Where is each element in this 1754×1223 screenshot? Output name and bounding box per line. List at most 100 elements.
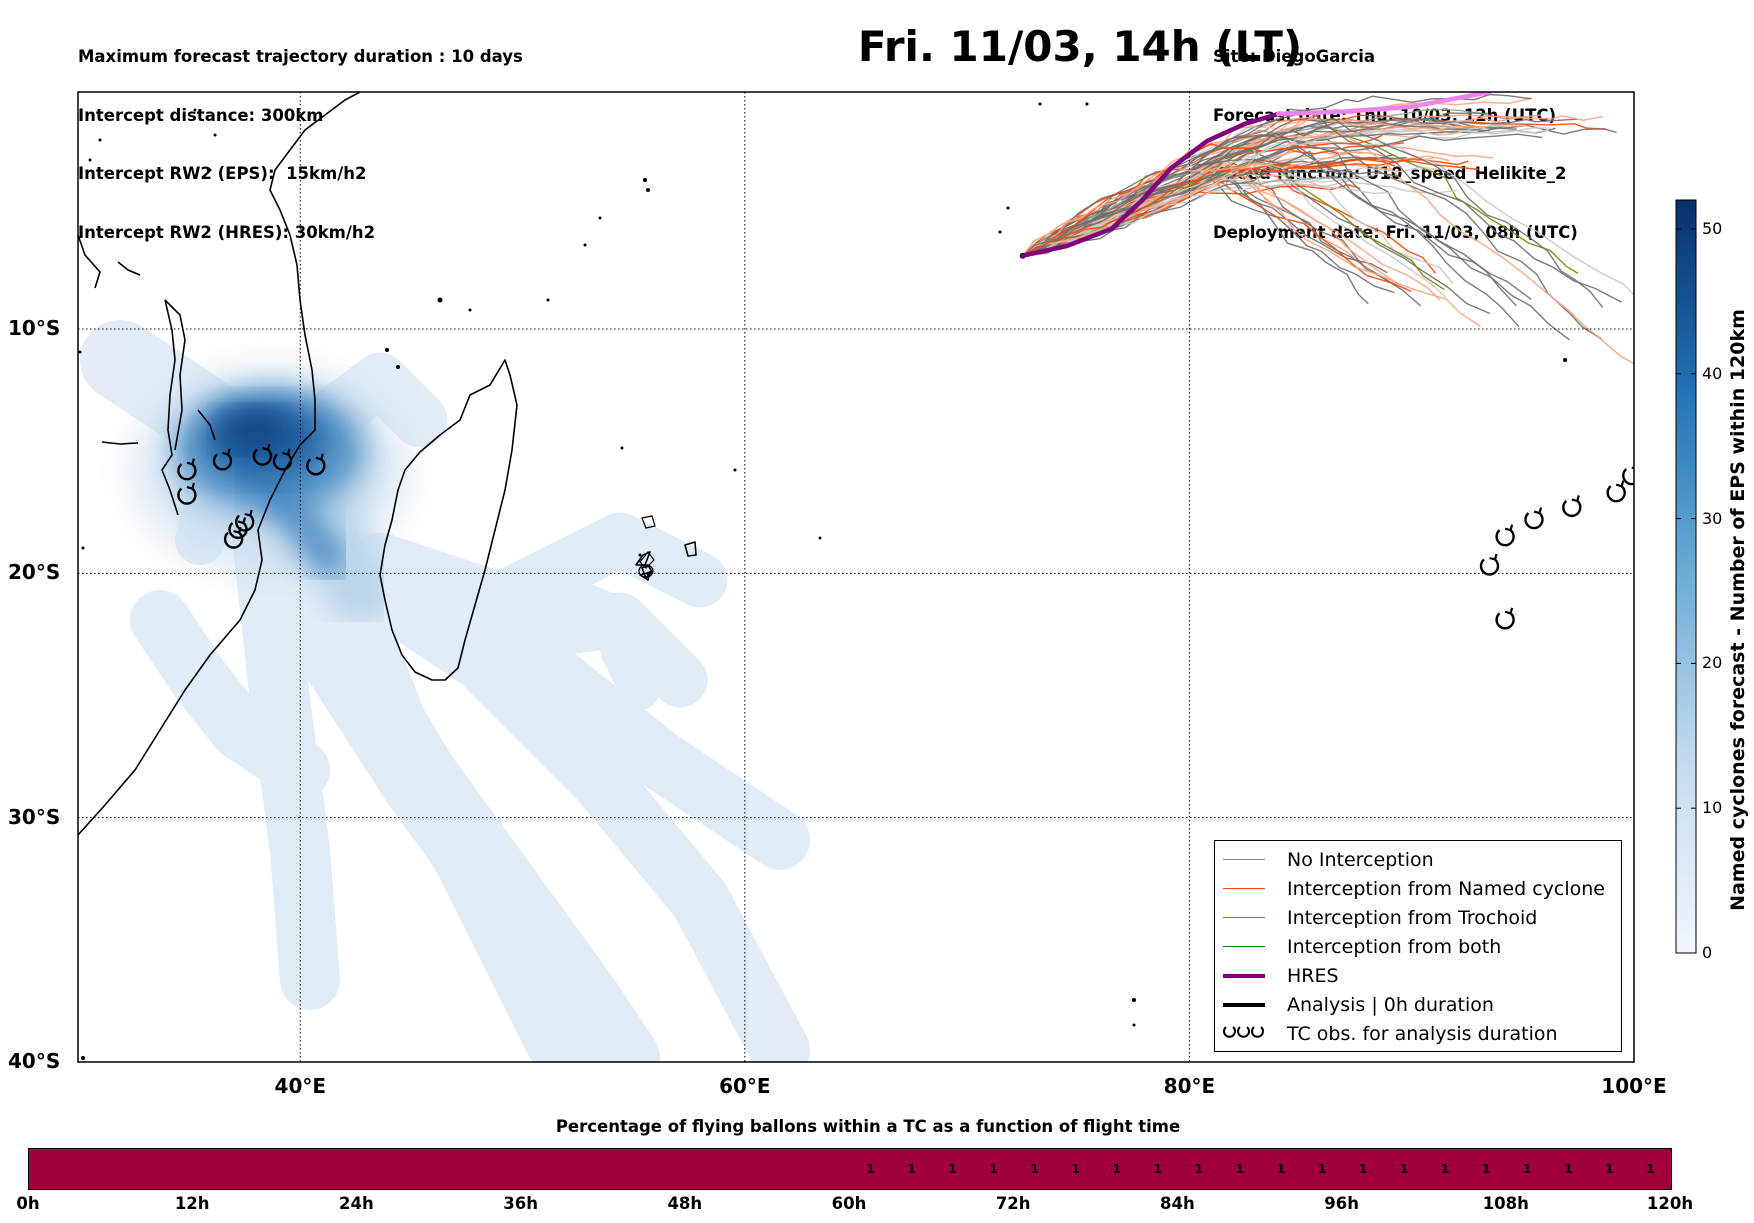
lat-tick-label: 20°S	[8, 560, 61, 585]
tc-observation-symbol	[1622, 466, 1634, 486]
colorbar-tick-label: 10	[1702, 798, 1723, 818]
colorbar-tick-label: 20	[1702, 653, 1723, 673]
percentage-cell: 1	[1317, 1162, 1327, 1176]
tc-observation-symbol	[1479, 553, 1500, 576]
flight-time-tick: 60h	[831, 1194, 867, 1213]
tc-observation-symbol	[1495, 607, 1515, 630]
legend-swatch	[1223, 973, 1265, 978]
tc-observations	[177, 443, 1634, 630]
hres-trajectory-late	[1276, 92, 1492, 117]
lat-tick-label: 40°S	[8, 1049, 61, 1073]
colorbar-tick-label: 40	[1702, 363, 1723, 383]
trajectory-line	[1022, 116, 1486, 257]
colorbar-tick-label: 30	[1702, 508, 1723, 528]
flight-time-tick: 36h	[503, 1194, 538, 1213]
percentage-cell: 1	[1605, 1162, 1614, 1176]
info-line: Site: DiegoGarcia	[1213, 47, 1376, 66]
legend: No Interception Interception from Named c…	[1214, 840, 1622, 1052]
trajectory-line	[1022, 124, 1527, 257]
flight-time-tick: 96h	[1324, 1194, 1359, 1213]
flight-time-tick: 24h	[339, 1194, 374, 1213]
legend-label: No Interception	[1287, 848, 1434, 871]
percentage-cell: 1	[1399, 1162, 1409, 1176]
percentage-cell: 1	[1564, 1162, 1573, 1176]
tc-observation-symbol	[272, 448, 293, 471]
legend-entry: Interception from Named cyclone	[1223, 874, 1605, 903]
percentage-cell: 1	[1030, 1162, 1039, 1176]
lon-tick-label: 40°E	[274, 1074, 327, 1098]
tc-observation-symbol	[1495, 524, 1515, 547]
info-line: Intercept RW2 (EPS): 15km/h2	[78, 164, 367, 183]
legend-entry: Interception from Trochoid	[1223, 903, 1537, 932]
legend-label: Analysis | 0h duration	[1287, 993, 1494, 1016]
trajectory-line	[1022, 134, 1383, 257]
tc-observation-symbol	[1562, 495, 1582, 518]
percentage-cell: 1	[989, 1162, 998, 1176]
legend-swatch	[1223, 858, 1265, 861]
trajectory-line	[1022, 126, 1551, 257]
forecast-parameters: Maximum forecast trajectory duration : 1…	[78, 8, 523, 262]
cyclone-density-field	[80, 320, 810, 1062]
legend-swatch	[1223, 1022, 1265, 1046]
legend-swatch	[1223, 916, 1265, 919]
tc-observation-symbol	[306, 453, 326, 476]
lon-tick-label: 80°E	[1163, 1074, 1216, 1098]
trajectory-line	[1022, 169, 1400, 257]
tc-observation-symbol	[252, 443, 273, 466]
tc-observation-symbol	[177, 458, 197, 481]
percentage-cell: 1	[1482, 1162, 1491, 1176]
legend-entry: HRES	[1223, 961, 1339, 990]
page-title: Fri. 11/03, 14h (LT)	[857, 22, 1303, 71]
percentage-cell: 1	[866, 1162, 875, 1176]
lat-tick-label: 30°S	[8, 804, 61, 829]
small-islands	[78, 102, 1567, 1060]
colorbar	[1675, 199, 1697, 954]
colorbar-tick-label: 0	[1702, 943, 1713, 962]
flight-time-tick: 84h	[1160, 1194, 1195, 1213]
map-frame	[77, 91, 1635, 1063]
colorbar-ticks	[1676, 228, 1696, 954]
percentage-cell: 1	[1441, 1162, 1450, 1176]
legend-entry: Interception from both	[1223, 932, 1501, 961]
flight-time-tick: 48h	[667, 1194, 703, 1213]
percentage-cell: 1	[1194, 1162, 1204, 1176]
percentage-cell: 1	[1112, 1162, 1121, 1176]
percentage-bar: 1 1 1 1 1 1 1 1 1 1 1 1 1 1 1 1 1 1 1 1	[28, 1148, 1672, 1190]
colorbar-title: Named cyclones forecast - Number of EPS …	[1727, 309, 1749, 911]
percentage-cell: 1	[1646, 1162, 1655, 1176]
legend-label: Interception from Named cyclone	[1287, 877, 1605, 900]
percentage-cell: 1	[1071, 1162, 1080, 1176]
legend-label: Interception from Trochoid	[1287, 906, 1538, 929]
coastlines	[78, 92, 697, 836]
lat-tick-label: 10°S	[8, 316, 61, 340]
trajectory-line	[1022, 158, 1396, 257]
tc-observation-symbol	[235, 509, 255, 532]
tc-observation-symbol	[223, 526, 244, 549]
flight-time-tick: 120h	[1646, 1194, 1694, 1213]
trajectory-line	[1022, 140, 1520, 328]
flight-time-tick: 12h	[174, 1194, 210, 1213]
percentage-chart-title: Percentage of flying ballons within a TC…	[555, 1117, 1181, 1136]
percentage-cell: 1	[1235, 1162, 1245, 1176]
legend-label: TC obs. for analysis duration	[1287, 1022, 1558, 1045]
hres-trajectory	[1020, 111, 1281, 258]
legend-swatch	[1223, 945, 1265, 948]
legend-label: Interception from both	[1287, 935, 1502, 958]
balloon-trajectories	[1019, 93, 1634, 365]
flight-time-tick: 72h	[995, 1194, 1031, 1213]
info-line: Maximum forecast trajectory duration : 1…	[78, 47, 523, 66]
tc-observation-symbol	[1606, 480, 1626, 503]
legend-entry: TC obs. for analysis duration	[1223, 1019, 1558, 1048]
tc-observation-symbol	[1524, 507, 1544, 530]
trajectory-line	[1022, 123, 1490, 257]
percentage-cell: 1	[948, 1162, 957, 1176]
legend-entry: Analysis | 0h duration	[1223, 990, 1494, 1019]
tc-observation-symbol	[177, 482, 197, 505]
legend-swatch	[1223, 1002, 1265, 1007]
colorbar-tick-label: 50	[1702, 218, 1723, 238]
flight-time-tick: 0h	[16, 1194, 40, 1213]
legend-label: HRES	[1287, 964, 1339, 987]
percentage-cell: 1	[1153, 1162, 1163, 1176]
info-line: Deployment date: Fri. 11/03, 08h (UTC)	[1213, 222, 1578, 242]
